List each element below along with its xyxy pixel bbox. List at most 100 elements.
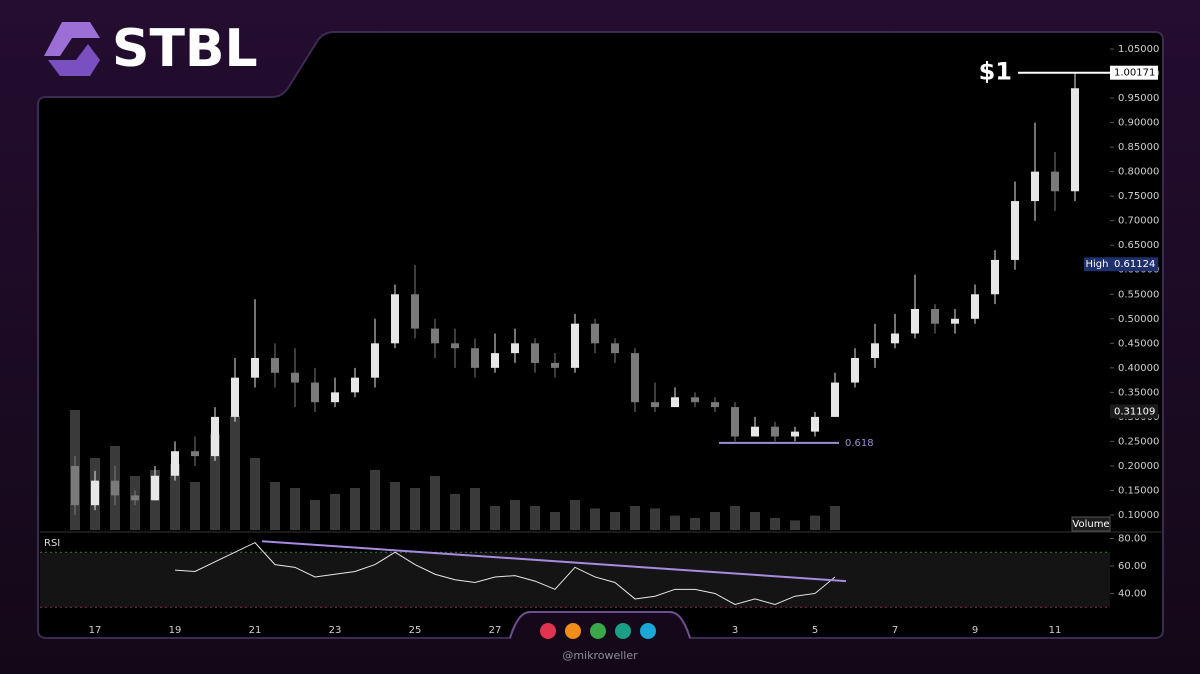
y-tick-label: 0.80000 (1118, 167, 1159, 178)
candle-body (911, 308, 919, 334)
candle-body (771, 426, 779, 437)
volume-bar (810, 515, 820, 530)
logo: STBL (44, 19, 258, 79)
volume-bar (590, 508, 600, 530)
y-tick-label: 0.35000 (1118, 387, 1159, 398)
volume-bar (350, 488, 360, 530)
rsi-trendline (261, 540, 847, 583)
volume-bar (230, 416, 240, 530)
volume-label-box (1071, 516, 1111, 532)
y-tick-label: 0.90000 (1118, 118, 1159, 129)
y-tick-label: 0.50000 (1118, 314, 1159, 325)
y-tick-label: 0.55000 (1118, 289, 1159, 300)
candle-body (791, 431, 799, 437)
logo-icon (48, 44, 100, 76)
candle-body (91, 480, 99, 506)
price-tag-label: High (1086, 259, 1109, 270)
y-tick-label: 0.65000 (1118, 240, 1159, 251)
candle-body (571, 323, 579, 368)
y-tick-label: 0.15000 (1118, 485, 1159, 496)
volume-bar (270, 482, 280, 530)
y-tick-label: 80.00 (1118, 533, 1147, 544)
dot (590, 623, 606, 639)
volume-bar (750, 512, 760, 530)
candle-body (271, 358, 279, 373)
candle-body (531, 343, 539, 363)
volume-bar (490, 506, 500, 530)
candle-body (651, 402, 659, 408)
candle-body (631, 353, 639, 403)
rsi-title: RSI (44, 538, 60, 549)
candle-body (391, 294, 399, 344)
volume-bar (730, 506, 740, 530)
candle-body (711, 402, 719, 408)
volume-bar (170, 464, 180, 530)
candle-body (511, 343, 519, 354)
dot (540, 623, 556, 639)
y-tick-label: 0.70000 (1118, 216, 1159, 227)
price-tag (1110, 404, 1158, 419)
x-tick-label: 25 (409, 625, 422, 636)
price-tag-value: 0.31109 (1114, 406, 1155, 417)
y-tick-label: 0.75000 (1118, 191, 1159, 202)
candle-body (991, 259, 999, 295)
volume-bar (690, 518, 700, 530)
candle-body (851, 358, 859, 383)
volume-bar (290, 488, 300, 530)
x-tick-label: 5 (812, 625, 818, 636)
candle-body (1011, 201, 1019, 260)
candle-body (1031, 171, 1039, 202)
candle-body (671, 397, 679, 408)
x-tick-label: 11 (1049, 625, 1062, 636)
palette (540, 623, 656, 639)
rsi-band-fill (40, 552, 1110, 608)
volume-bar (530, 506, 540, 530)
y-tick-label: 0.45000 (1118, 338, 1159, 349)
volume-bar (390, 482, 400, 530)
candle-body (471, 348, 479, 368)
candle-body (71, 465, 79, 506)
logo-text: STBL (112, 19, 258, 79)
volume-bar (570, 500, 580, 530)
volume-bar (370, 470, 380, 530)
candle-body (611, 343, 619, 354)
x-tick-label: 27 (489, 625, 502, 636)
y-tick-label: 1.05000 (1118, 44, 1159, 55)
price-tag (1110, 65, 1158, 80)
price-tag-value: 1.00171 (1114, 68, 1155, 79)
x-tick-label: 3 (732, 625, 738, 636)
fib-label: 0.618 (845, 438, 874, 449)
plot: 0.100000.150000.200000.250000.300000.350… (40, 44, 1163, 636)
price-tag-label-box (1084, 257, 1110, 272)
x-tick-label: 9 (972, 625, 978, 636)
price-tag-value: 0.61124 (1114, 259, 1155, 270)
candle-body (1071, 88, 1079, 192)
x-tick-label: 7 (892, 625, 898, 636)
candle-body (811, 416, 819, 432)
volume-bar (450, 494, 460, 530)
candle-body (731, 407, 739, 437)
volume-bar (650, 508, 660, 530)
candle-body (111, 480, 119, 496)
candle-body (691, 397, 699, 403)
candle-body (931, 308, 939, 324)
volume-bar (830, 506, 840, 530)
candle-body (491, 353, 499, 368)
handle: @mikroweller (562, 649, 638, 662)
volume-bar (330, 494, 340, 530)
volume-bar (410, 488, 420, 530)
candle-body (891, 333, 899, 344)
volume-bar (770, 518, 780, 530)
chart-panel (37, 31, 1164, 639)
volume-bar (610, 512, 620, 530)
candle-body (351, 377, 359, 393)
x-tick-label: 21 (249, 625, 262, 636)
note: $1 (979, 58, 1012, 86)
candle-body (211, 416, 219, 457)
candle-body (231, 377, 239, 417)
volume-bar (790, 520, 800, 530)
volume-bar (510, 500, 520, 530)
logo-icon (44, 22, 100, 56)
y-tick-label: 60.00 (1118, 561, 1147, 572)
y-tick-label: 0.40000 (1118, 363, 1159, 374)
